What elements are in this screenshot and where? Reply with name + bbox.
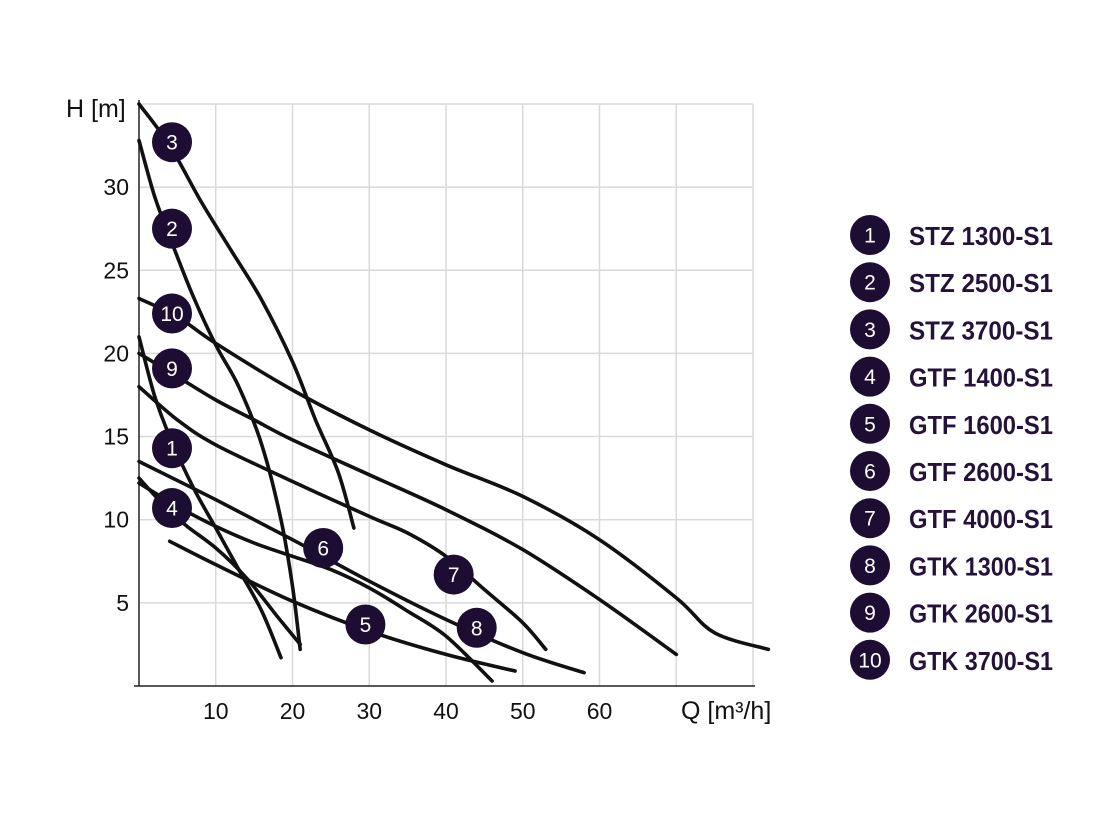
curve-marker-3: 3 xyxy=(152,122,193,163)
curve-marker-2: 2 xyxy=(152,208,193,249)
x-tick-label: 30 xyxy=(356,698,382,724)
marker-number: 9 xyxy=(166,358,178,381)
legend-badge xyxy=(850,451,890,491)
legend-number: 6 xyxy=(864,461,876,484)
legend-badge xyxy=(850,592,890,633)
x-axis-label: Q [m³/h] xyxy=(681,697,771,725)
marker-number: 4 xyxy=(166,498,178,521)
x-tick-label: 20 xyxy=(280,698,306,724)
curve-marker-6: 6 xyxy=(303,527,344,568)
x-tick-label: 10 xyxy=(203,698,229,724)
legend-number: 3 xyxy=(864,319,876,342)
legend-badge xyxy=(850,309,890,350)
curve-5 xyxy=(167,539,517,673)
legend-number: 8 xyxy=(864,555,876,578)
legend-number: 7 xyxy=(864,508,876,531)
y-tick-label: 15 xyxy=(103,424,129,450)
curve-marker-10: 10 xyxy=(152,293,193,334)
legend-item-6: 6 GTF 2600-S1 xyxy=(850,451,1053,491)
marker-badge xyxy=(152,488,193,529)
marker-badge xyxy=(456,607,497,648)
x-tick-label: 60 xyxy=(587,698,613,724)
marker-badge xyxy=(433,554,474,595)
legend-badge xyxy=(850,498,890,539)
curve-marker-8: 8 xyxy=(456,607,497,648)
legend-item-9: 9 GTK 2600-S1 xyxy=(850,592,1053,633)
y-tick-label: 10 xyxy=(103,507,129,533)
legend-badge xyxy=(850,639,890,680)
legend-item-7: 7 GTF 4000-S1 xyxy=(850,498,1053,539)
curve-marker-1: 1 xyxy=(152,428,193,469)
curve-marker-5: 5 xyxy=(345,604,386,645)
legend-badge xyxy=(850,545,890,586)
legend-item-2: 2 STZ 2500-S1 xyxy=(850,262,1053,303)
legend: 1 STZ 1300-S1 2 STZ 2500-S1 3 STZ 3700-S1 4 GTF… xyxy=(850,215,1053,680)
marker-number: 6 xyxy=(317,537,329,560)
curve-marker-7: 7 xyxy=(433,554,474,595)
curve-10 xyxy=(137,296,771,652)
legend-label: GTF 1600-S1 xyxy=(909,410,1053,440)
curve-1 xyxy=(137,335,283,660)
legend-badge xyxy=(850,403,890,444)
y-tick-label: 20 xyxy=(103,340,129,366)
marker-badge xyxy=(345,604,386,645)
legend-item-3: 3 STZ 3700-S1 xyxy=(850,309,1053,350)
curve-marker-9: 9 xyxy=(152,348,193,389)
legend-item-10: 10 GTK 3700-S1 xyxy=(850,639,1053,680)
legend-label: GTF 1400-S1 xyxy=(909,363,1053,393)
legend-label: GTK 3700-S1 xyxy=(909,646,1053,676)
legend-number: 4 xyxy=(864,366,876,389)
marker-number: 2 xyxy=(166,218,178,241)
legend-number: 2 xyxy=(864,272,876,295)
marker-number: 5 xyxy=(360,614,372,637)
legend-label: GTK 1300-S1 xyxy=(909,551,1053,581)
marker-badge xyxy=(152,208,193,249)
legend-number: 10 xyxy=(858,649,881,672)
legend-badge xyxy=(850,356,890,397)
marker-number: 1 xyxy=(166,438,178,461)
legend-item-8: 8 GTK 1300-S1 xyxy=(850,545,1053,586)
marker-badge xyxy=(152,348,193,389)
axes xyxy=(134,100,755,687)
legend-label: STZ 1300-S1 xyxy=(909,221,1053,251)
legend-item-5: 5 GTF 1600-S1 xyxy=(850,403,1053,444)
legend-item-1: 1 STZ 1300-S1 xyxy=(850,215,1053,255)
legend-label: GTF 2600-S1 xyxy=(909,457,1053,487)
marker-badge xyxy=(303,527,344,568)
marker-badge xyxy=(152,293,193,334)
marker-number: 7 xyxy=(448,564,460,587)
legend-number: 1 xyxy=(864,225,876,248)
y-axis-label: H [m] xyxy=(66,95,126,123)
legend-item-4: 4 GTF 1400-S1 xyxy=(850,356,1053,397)
marker-badge xyxy=(152,428,193,469)
legend-label: STZ 2500-S1 xyxy=(909,268,1053,298)
curve-marker-4: 4 xyxy=(152,488,193,529)
y-tick-label: 5 xyxy=(116,590,129,616)
legend-badge xyxy=(850,215,890,255)
x-tick-label: 50 xyxy=(510,698,536,724)
legend-label: GTF 4000-S1 xyxy=(909,504,1053,534)
marker-badge xyxy=(152,122,193,163)
legend-label: STZ 3700-S1 xyxy=(909,315,1053,345)
marker-number: 8 xyxy=(471,617,483,640)
marker-number: 3 xyxy=(166,132,178,155)
curve-markers: 1 2 3 4 5 6 7 8 9 10 xyxy=(152,122,497,648)
curve-8 xyxy=(137,459,586,675)
legend-number: 5 xyxy=(864,413,876,436)
y-tick-label: 25 xyxy=(103,257,129,283)
legend-number: 9 xyxy=(864,602,876,625)
marker-number: 10 xyxy=(160,303,183,326)
curve-9 xyxy=(137,351,679,657)
legend-badge xyxy=(850,262,890,303)
x-tick-label: 40 xyxy=(433,698,459,724)
y-tick-label: 30 xyxy=(103,174,129,200)
curve-7 xyxy=(137,384,548,652)
grid xyxy=(139,103,754,686)
legend-label: GTK 2600-S1 xyxy=(909,599,1053,629)
